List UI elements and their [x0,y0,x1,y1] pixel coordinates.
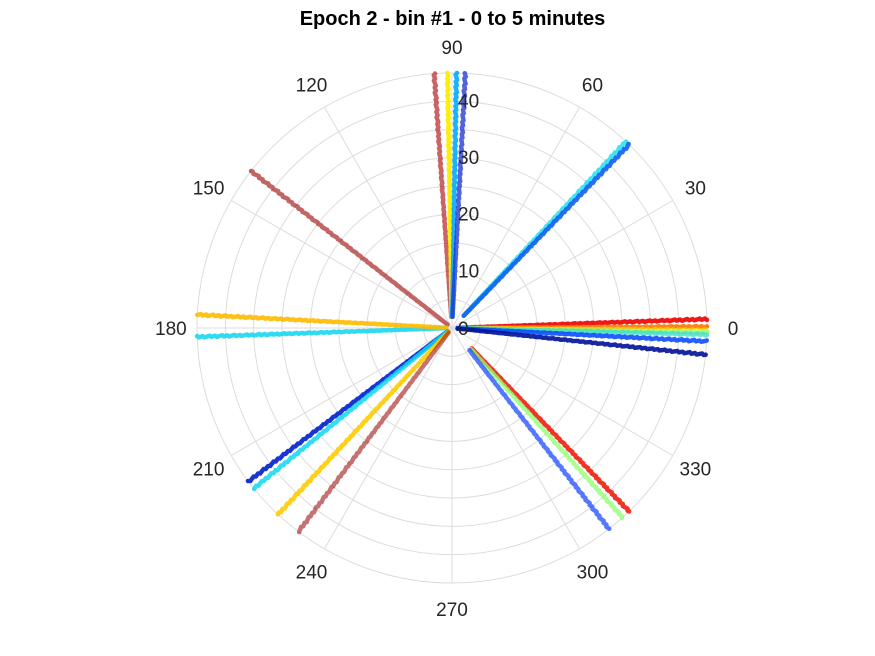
angle-tick-label: 240 [296,562,328,583]
grid-spoke [324,106,453,329]
radial-tick-label: 0 [458,319,469,340]
scatter-point [275,512,281,517]
series-21 [468,346,625,521]
series-13 [455,326,708,358]
scatter-point [704,332,710,338]
scatter-point [619,515,625,521]
angle-tick-label: 120 [296,76,328,97]
scatter-point [445,70,450,76]
radial-tick-label: 20 [458,205,479,226]
scatter-point [703,352,708,358]
tick-labels: 0 30 60 90 120 150 180 210 240 270 300 330 0 10 20 30 40 [155,38,738,621]
scatter-point [606,526,612,532]
angle-tick-label: 30 [685,179,706,200]
series-3 [450,71,469,320]
scatter-point [462,71,468,76]
radial-tick-label: 10 [458,261,479,282]
chart-title: Epoch 2 - bin #1 - 0 to 5 minutes [299,8,606,30]
angle-tick-label: 180 [155,319,187,340]
grid-spoke [451,200,674,329]
grid-spoke [230,200,453,329]
series-2 [449,70,460,320]
angle-tick-label: 150 [193,179,225,200]
angle-tick-label: 60 [582,76,603,97]
radial-tick-label: 30 [458,148,479,169]
angle-tick-label: 90 [441,38,462,59]
angle-tick-label: 330 [680,460,712,481]
scatter-point [626,509,632,514]
grid-spoke [230,327,453,456]
scatter-point [195,312,200,318]
series-15 [195,311,449,331]
grid-spoke [451,106,580,329]
series-17 [251,329,450,492]
series-18 [275,329,451,517]
series-0 [431,71,454,320]
scatter-point [251,486,257,492]
angle-tick-label: 0 [728,319,739,340]
scatter-point [454,70,460,76]
series-5 [461,141,631,319]
grid-spoke [451,327,674,456]
series-19 [296,330,451,535]
data-series [194,70,710,535]
scatter-point [704,338,709,343]
scatter-point [194,333,200,339]
angle-tick-label: 210 [193,460,225,481]
scatter-point [704,317,710,323]
radial-tick-label: 40 [458,91,479,112]
scatter-point [248,168,254,174]
series-22 [467,348,612,532]
grid-spoke [324,327,453,550]
angle-tick-label: 300 [577,562,609,583]
scatter-point [245,478,251,484]
scatter-point [626,141,631,147]
angle-tick-label: 270 [436,600,468,621]
scatter-point [296,529,302,535]
scatter-point [432,71,438,76]
grid-spoke [451,327,580,550]
series-6 [248,168,450,327]
series-14 [194,325,449,340]
